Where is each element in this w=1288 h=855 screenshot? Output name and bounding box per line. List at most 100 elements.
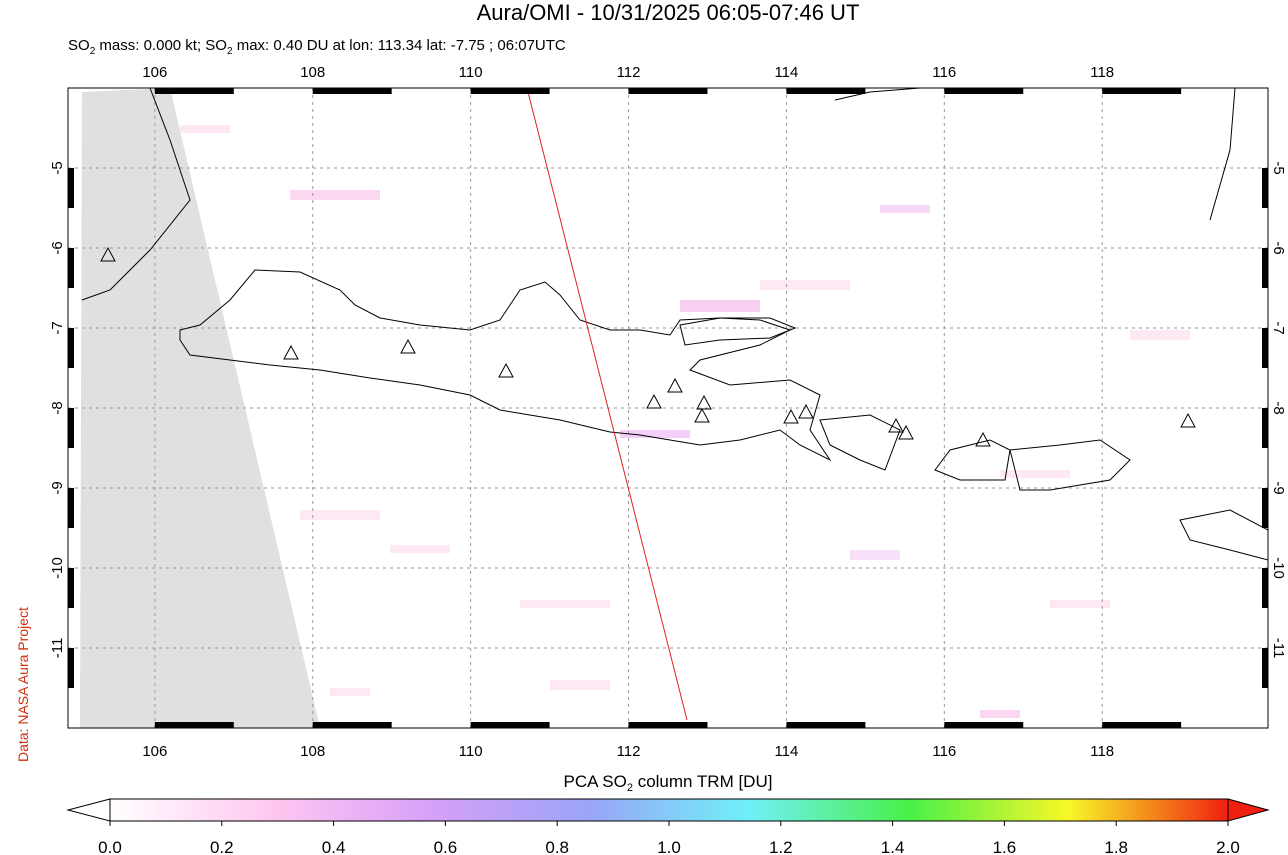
- frame-bar: [1262, 328, 1268, 368]
- colorbar-max-arrow: [1227, 798, 1270, 822]
- frame-bar: [312, 722, 392, 728]
- x-tick-label: 108: [300, 743, 325, 760]
- volcano: [667, 377, 683, 393]
- y-tick-label: -9: [49, 481, 66, 494]
- so2-streaks: [180, 125, 1190, 718]
- subscript: 2: [627, 782, 633, 794]
- title: Aura/OMI - 10/31/2025 06:05-07:46 UT: [477, 0, 860, 25]
- frame-bar: [1262, 648, 1268, 688]
- volcanoes: [100, 246, 1196, 447]
- java: [179, 269, 832, 462]
- frame-bar: [628, 88, 708, 94]
- madura: [679, 317, 797, 346]
- y-tick-label: -10: [1270, 557, 1287, 579]
- y-tick-label: -7: [1270, 321, 1287, 334]
- frame-bar: [154, 88, 234, 94]
- volcano: [283, 344, 299, 360]
- frame-bar: [312, 88, 392, 94]
- bali: [819, 414, 901, 471]
- subscript: 2: [90, 46, 96, 57]
- colorbar-tick-label: 2.0: [1216, 838, 1240, 855]
- label-part: PCA SO: [564, 772, 627, 791]
- colorbar-tick-label: 1.6: [993, 838, 1017, 855]
- sulawesi: [1209, 87, 1236, 221]
- frame-bar: [68, 248, 74, 288]
- frame-bar: [1102, 722, 1182, 728]
- y-tick-label: -6: [1270, 241, 1287, 254]
- subtitle-part: max: 0.40 DU at lon: 113.34 lat: -7.75 ;…: [233, 37, 566, 54]
- volcano: [975, 431, 991, 447]
- colorbar-tick-label: 1.2: [769, 838, 793, 855]
- subscript: 2: [227, 46, 233, 57]
- frame-bar: [786, 722, 866, 728]
- frame-bar: [68, 648, 74, 688]
- frame-bar: [68, 568, 74, 608]
- x-tick-label: 114: [774, 743, 798, 760]
- coastlines: [81, 87, 1269, 561]
- colorbar-tick-label: 0.0: [98, 838, 122, 855]
- frame-bar: [1262, 568, 1268, 608]
- x-tick-label: 106: [142, 64, 167, 81]
- volcano: [898, 424, 914, 440]
- frame-bars: [68, 88, 1268, 728]
- x-tick-label: 116: [932, 743, 956, 760]
- y-tick-label: -6: [49, 241, 66, 254]
- colorbar: [109, 798, 1229, 822]
- frame-bar: [1262, 168, 1268, 208]
- subtitle: SO2 mass: 0.000 kt; SO2 max: 0.40 DU at …: [68, 37, 566, 57]
- x-tick-label: 114: [774, 64, 798, 81]
- colorbar-tick-label: 0.4: [322, 838, 346, 855]
- y-tick-label: -11: [49, 638, 66, 659]
- frame-bar: [68, 328, 74, 368]
- volcano: [498, 362, 514, 378]
- frame-bar: [1262, 488, 1268, 528]
- frame-bar: [68, 168, 74, 208]
- frame-bar: [944, 722, 1024, 728]
- y-tick-label: -5: [1270, 161, 1287, 174]
- y-tick-label: -10: [49, 557, 66, 579]
- y-tick-label: -5: [49, 161, 66, 174]
- orbit-track: [526, 87, 688, 721]
- volcano: [888, 417, 904, 433]
- subtitle-part: SO: [68, 37, 90, 54]
- subtitle-part: mass: 0.000 kt; SO: [95, 37, 227, 54]
- volcano: [1180, 412, 1196, 428]
- volcano: [400, 338, 416, 354]
- colorbar-tick-label: 0.8: [545, 838, 569, 855]
- colorbar-tick-label: 0.2: [210, 838, 234, 855]
- frame-bar: [1262, 248, 1268, 288]
- sumbawa: [1009, 439, 1131, 491]
- sumatra: [81, 87, 191, 301]
- frame-bar: [154, 722, 234, 728]
- label-part: column TRM [DU]: [633, 772, 773, 791]
- x-tick-label: 118: [1090, 743, 1114, 760]
- colorbar-label: PCA SO2 column TRM [DU]: [564, 772, 773, 794]
- y-tick-label: -7: [49, 321, 66, 334]
- y-tick-label: -8: [1270, 401, 1287, 414]
- frame-bar: [68, 488, 74, 528]
- volcano: [646, 393, 662, 409]
- colorbar-tick-label: 1.4: [881, 838, 905, 855]
- y-tick-label: -8: [49, 401, 66, 414]
- borneo: [834, 87, 921, 101]
- y-tick-label: -11: [1270, 638, 1287, 659]
- x-tick-label: 110: [459, 64, 483, 81]
- x-tick-label: 106: [142, 743, 167, 760]
- colorbar-tick-label: 1.0: [657, 838, 681, 855]
- x-tick-label: 110: [459, 743, 483, 760]
- credit: Data: NASA Aura Project: [15, 607, 31, 762]
- volcano: [696, 394, 712, 410]
- colorbar-tick-label: 1.8: [1104, 838, 1128, 855]
- y-tick-label: -9: [1270, 481, 1287, 494]
- frame-bar: [786, 88, 866, 94]
- x-tick-label: 116: [932, 64, 956, 81]
- frame-bar: [944, 88, 1024, 94]
- x-tick-label: 112: [617, 743, 641, 760]
- map: [67, 87, 1269, 729]
- x-tick-label: 108: [300, 64, 325, 81]
- x-tick-label: 112: [617, 64, 641, 81]
- x-tick-label: 118: [1090, 64, 1114, 81]
- volcano: [783, 408, 799, 424]
- frame-bar: [68, 408, 74, 448]
